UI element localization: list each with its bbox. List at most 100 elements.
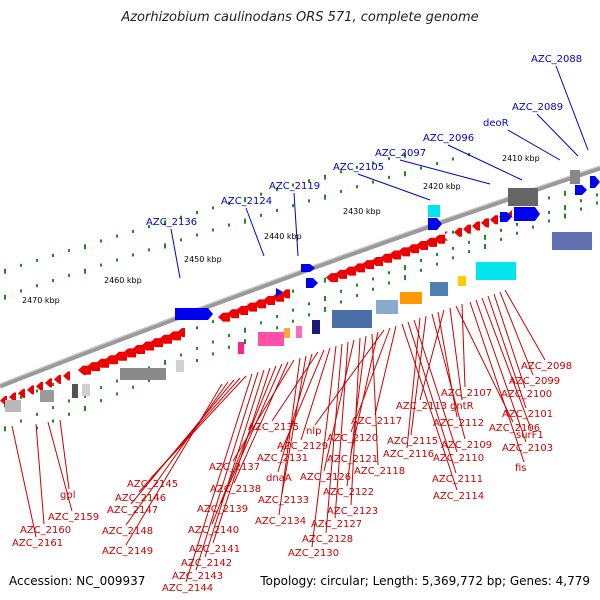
tick-mark xyxy=(324,306,326,312)
upper-gene-label: AZC_2124 xyxy=(221,196,272,207)
tick-mark xyxy=(4,268,6,274)
tick-mark xyxy=(420,259,422,263)
gene-arrow-reverse xyxy=(78,365,91,375)
lower-leader-line xyxy=(407,321,457,474)
gene-arrow-reverse xyxy=(281,289,290,299)
tick-mark xyxy=(228,345,230,349)
gene-arrow-reverse xyxy=(132,344,145,354)
lower-gene-label: gpl xyxy=(60,490,75,501)
page-title: Azorhizobium caulinodans ORS 571, comple… xyxy=(121,10,479,25)
lower-leader-line xyxy=(401,323,458,491)
lower-gene-label: AZC_2101 xyxy=(502,409,553,420)
gene-labels: 2410 kbp 2420 kbp 2430 kbp 2440 kbp 2450 kbp… xyxy=(12,54,582,594)
lower-gene-label: AZC_2139 xyxy=(197,504,248,515)
lower-leader-line xyxy=(212,367,271,544)
tick-mark xyxy=(196,211,198,215)
gene-arrow-reverse xyxy=(45,378,52,388)
lower-gene-label: AZC_2138 xyxy=(210,484,261,495)
gene-arrow-reverse xyxy=(416,241,428,251)
upper-gene-label: deoR xyxy=(483,118,509,129)
scale-label: 2460 kbp xyxy=(104,276,142,285)
tick-mark xyxy=(212,228,214,232)
lower-leader-line xyxy=(278,357,301,516)
upper-leader-line xyxy=(245,207,265,257)
lower-leader-line xyxy=(499,291,534,376)
tick-mark xyxy=(212,320,214,324)
lower-leader-line xyxy=(406,317,421,449)
lower-gene-label: AZC_2110 xyxy=(433,453,484,464)
tick-mark xyxy=(308,179,310,183)
tick-mark xyxy=(308,302,310,306)
scale-label: 2430 kbp xyxy=(343,207,381,216)
lower-gene-label: AZC_2099 xyxy=(509,376,560,387)
lower-gene-label: AZC_2129 xyxy=(277,441,328,452)
tick-mark xyxy=(420,166,422,170)
tick-mark xyxy=(436,262,438,266)
gene-block xyxy=(570,170,580,184)
tick-mark xyxy=(228,334,230,338)
tick-mark xyxy=(308,199,310,203)
gene-arrow-reverse xyxy=(236,305,248,315)
lower-gene-label: AZC_2114 xyxy=(433,491,484,502)
lower-leader-line xyxy=(334,341,349,519)
lower-leader-line xyxy=(277,353,313,473)
tick-mark xyxy=(500,228,502,232)
gene-arrow-forward xyxy=(175,308,213,320)
tick-mark xyxy=(116,379,118,383)
tick-mark xyxy=(180,238,182,242)
scale-label: 2450 kbp xyxy=(184,255,222,264)
gene-arrow-reverse xyxy=(490,215,498,225)
tick-mark xyxy=(276,314,278,318)
lower-leader-line xyxy=(323,339,355,472)
tick-mark xyxy=(212,352,214,356)
tick-mark xyxy=(36,412,38,416)
accession-text: Accession: NC_009937 xyxy=(9,574,146,588)
lower-leader-line xyxy=(413,319,458,453)
gene-arrow-forward xyxy=(428,218,442,230)
gene-block xyxy=(40,390,54,402)
tick-mark xyxy=(164,359,166,365)
tick-mark xyxy=(564,213,566,219)
lower-gene-label: AZC_2141 xyxy=(189,544,240,555)
tick-mark xyxy=(276,208,278,212)
lower-leader-line xyxy=(410,315,427,436)
tick-mark xyxy=(84,405,86,411)
tick-mark xyxy=(84,268,86,274)
lower-leader-line xyxy=(220,363,283,504)
tick-mark xyxy=(20,289,22,293)
tick-mark xyxy=(404,171,406,177)
tick-mark xyxy=(148,378,150,382)
tick-mark xyxy=(356,165,358,169)
gene-arrow-reverse xyxy=(481,218,489,228)
gene-arrow-reverse xyxy=(389,250,401,260)
tick-mark xyxy=(580,207,582,211)
gene-arrow-reverse xyxy=(254,299,266,309)
tick-mark xyxy=(52,253,54,257)
tick-mark xyxy=(452,230,454,234)
gene-arrow-reverse xyxy=(508,209,513,219)
tick-mark xyxy=(20,395,22,399)
gene-block xyxy=(430,282,448,296)
lower-gene-label: AZC_2159 xyxy=(48,512,99,523)
tick-mark xyxy=(228,201,230,205)
gene-block xyxy=(120,368,166,380)
tick-mark xyxy=(132,253,134,257)
lower-gene-label: AZC_2100 xyxy=(501,389,552,400)
tick-mark xyxy=(84,244,86,250)
lower-gene-label: AZC_2146 xyxy=(115,493,166,504)
tick-mark xyxy=(564,190,566,196)
upper-leader-line xyxy=(399,159,491,185)
tick-mark xyxy=(324,296,326,302)
gene-arrow-reverse xyxy=(96,358,109,368)
upper-gene-label: AZC_2089 xyxy=(512,102,563,113)
tick-mark xyxy=(292,289,294,293)
upper-gene-label: AZC_2105 xyxy=(333,162,384,173)
lower-gene-label: AZC_2118 xyxy=(354,466,405,477)
lower-leader-line xyxy=(371,333,379,466)
tick-mark xyxy=(100,386,102,390)
lower-gene-label: AZC_2106 xyxy=(489,423,540,434)
gene-arrow-reverse xyxy=(63,371,70,381)
tick-mark xyxy=(212,340,214,344)
tick-mark xyxy=(244,327,246,333)
lower-leader-line xyxy=(300,347,331,441)
